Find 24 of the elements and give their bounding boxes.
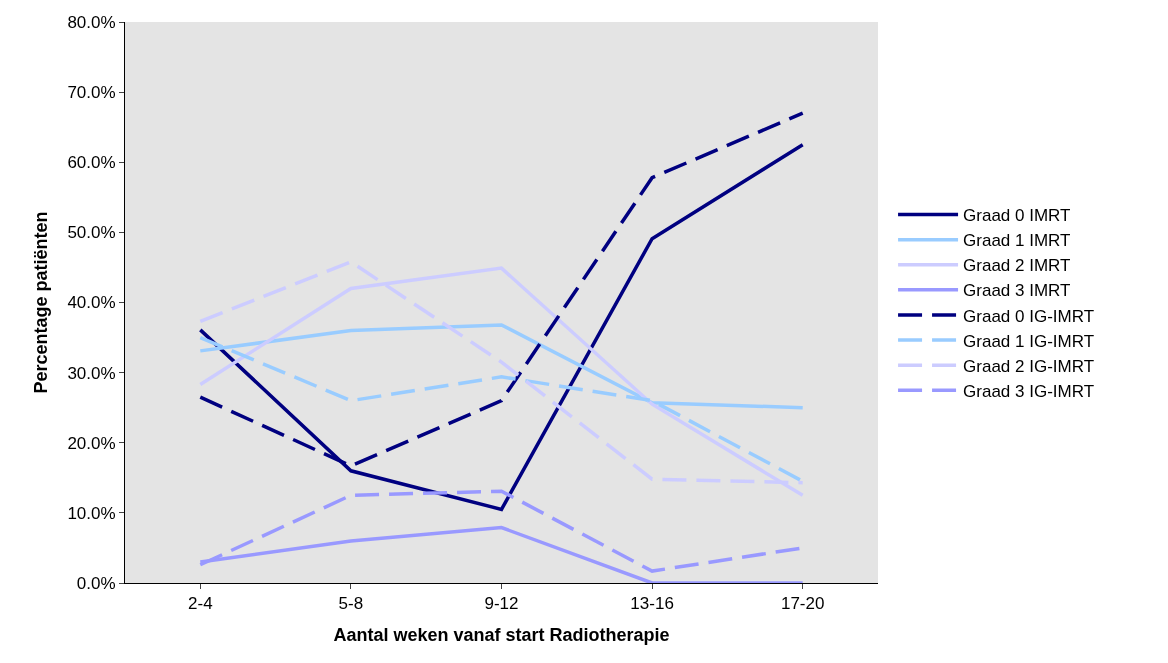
legend-label: Graad 2 IG-IMRT	[963, 356, 1095, 376]
y-tick-label: 50.0%	[67, 223, 116, 243]
legend-label: Graad 3 IMRT	[963, 281, 1071, 301]
y-axis-title: Percentage patiënten	[30, 211, 51, 394]
x-tick-label: 5-8	[338, 594, 364, 614]
x-tick-label: 9-12	[484, 594, 519, 614]
legend-label: Graad 0 IMRT	[963, 206, 1071, 226]
legend-label: Graad 3 IG-IMRT	[963, 381, 1095, 401]
y-tick-label: 10.0%	[67, 503, 116, 523]
y-tick-label: 40.0%	[67, 293, 116, 313]
x-tick-label: 2-4	[188, 594, 213, 614]
y-tick-label: 60.0%	[67, 153, 116, 173]
legend-label: Graad 0 IG-IMRT	[963, 306, 1095, 326]
legend-label: Graad 2 IMRT	[963, 256, 1071, 276]
x-tick-label: 13-16	[630, 594, 674, 614]
y-tick-label: 80.0%	[67, 12, 116, 32]
y-tick-label: 0.0%	[76, 573, 116, 593]
legend-label: Graad 1 IMRT	[963, 231, 1071, 251]
x-axis-title: Aantal weken vanaf start Radiotherapie	[333, 624, 670, 645]
x-tick-label: 17-20	[780, 594, 825, 614]
y-tick-label: 20.0%	[67, 433, 116, 453]
y-tick-label: 70.0%	[67, 83, 116, 103]
legend-label: Graad 1 IG-IMRT	[963, 331, 1095, 351]
y-tick-label: 30.0%	[67, 363, 116, 383]
